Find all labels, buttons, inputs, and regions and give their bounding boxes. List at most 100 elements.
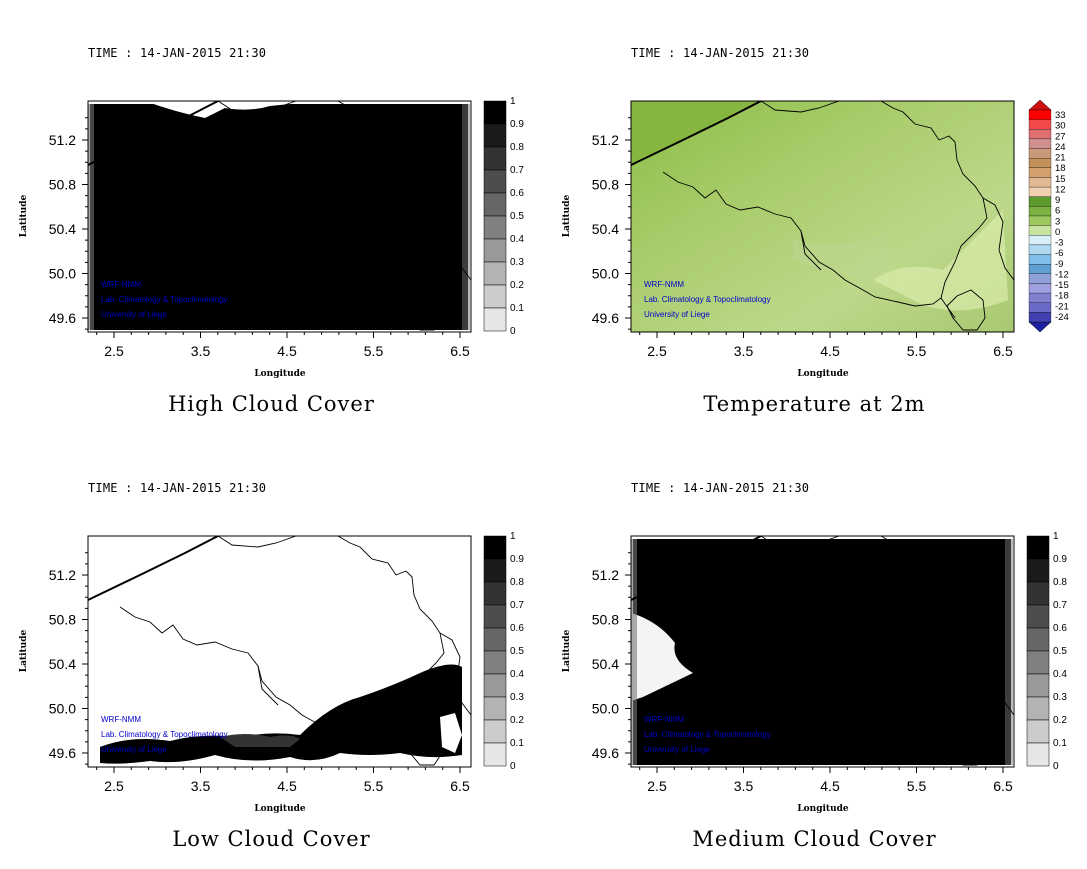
- colorbar-label: 0.7: [510, 165, 524, 176]
- colorbar-swatch: [1028, 292, 1052, 303]
- x-axis-label: Longitude: [254, 804, 306, 814]
- y-tick-label: 50.8: [592, 177, 619, 193]
- plot-frame: [630, 535, 1015, 768]
- x-tick-label: 3.5: [734, 778, 754, 794]
- colorbar-label: 0.8: [510, 577, 524, 588]
- field-layer: [631, 101, 1014, 332]
- panel-caption: Temperature at 2m: [703, 392, 926, 416]
- time-label: TIME : 14-JAN-2015 21:30: [631, 46, 810, 60]
- colorbar-label: -18: [1055, 291, 1069, 302]
- colorbar-label: -15: [1055, 280, 1069, 291]
- colorbar-label: 3: [1055, 216, 1060, 227]
- colorbar-label: 0.4: [510, 669, 524, 680]
- coastline: [631, 536, 762, 601]
- plot-frame: [87, 535, 472, 768]
- colorbar-swatch: [1028, 109, 1052, 120]
- y-axis-label: Latitude: [562, 195, 572, 238]
- colorbar-swatch: [483, 169, 507, 194]
- credit-text: WRF-NMM: [644, 280, 684, 289]
- field-layer: [631, 536, 1014, 766]
- colorbar-swatch: [1026, 742, 1050, 767]
- colorbar-label: 33: [1055, 110, 1066, 121]
- temperature-contour-area: [793, 235, 891, 280]
- field-edge: [462, 104, 470, 330]
- y-tick-label: 50.0: [49, 701, 76, 717]
- colorbar-swatch: [483, 673, 507, 698]
- border-line: [119, 536, 445, 742]
- border-line: [403, 289, 443, 331]
- colorbar-label: 0.1: [510, 303, 524, 314]
- cool-ardennes-area: [873, 210, 1008, 311]
- colorbar-label: 0: [1053, 761, 1059, 772]
- colorbar-swatch: [1026, 558, 1050, 583]
- cloud-field-area: [90, 104, 468, 330]
- colorbar-swatch: [1028, 196, 1052, 207]
- colorbar-label: 0: [1055, 227, 1060, 238]
- x-tick-label: 6.5: [450, 778, 470, 794]
- cloud-field-area: [633, 539, 1011, 765]
- colorbar-swatch: [483, 215, 507, 240]
- border-line: [982, 632, 1014, 716]
- border-line: [257, 665, 413, 754]
- x-tick-label: 4.5: [820, 343, 840, 359]
- panel-temperature: TIME : 14-JAN-2015 21:30 WRF-NMM Lab. Cli…: [543, 0, 1086, 434]
- x-tick-label: 3.5: [191, 343, 211, 359]
- coastline: [88, 536, 219, 601]
- colorbar-label: 0.2: [510, 715, 524, 726]
- x-axis-label: Longitude: [797, 369, 849, 379]
- y-axis-label: Latitude: [562, 630, 572, 673]
- credit-text: Lab. Climatology & Topoclimatology: [644, 295, 771, 304]
- y-tick-label: 50.8: [49, 177, 76, 193]
- colorbar-swatch: [1028, 158, 1052, 168]
- colorbar-swatch: [1028, 312, 1052, 323]
- credit-text: Lab. Climatology & Topoclimatology: [101, 295, 228, 304]
- border-line: [439, 632, 471, 716]
- colorbar-swatch: [483, 261, 507, 286]
- colorbar-swatch: [483, 627, 507, 652]
- y-tick-label: 50.4: [49, 656, 76, 672]
- x-tick-label: 6.5: [993, 778, 1013, 794]
- x-tick-label: 4.5: [277, 343, 297, 359]
- coastline: [88, 101, 219, 166]
- colorbar-label: 1: [1053, 531, 1059, 542]
- x-tick-label: 5.5: [907, 343, 927, 359]
- colorbar-label: 9: [1055, 195, 1060, 206]
- border-line: [946, 724, 986, 766]
- colorbar-swatch: [483, 696, 507, 721]
- colorbar-swatch: [1028, 206, 1052, 217]
- colorbar-swatch: [1028, 235, 1052, 246]
- x-tick-label: 2.5: [647, 343, 667, 359]
- colorbar-swatch: [1026, 673, 1050, 698]
- colorbar-label: 0.2: [1053, 715, 1067, 726]
- colorbar-label: 0.7: [510, 600, 524, 611]
- border-line: [217, 101, 297, 113]
- x-tick-label: 3.5: [734, 343, 754, 359]
- colorbar-label: 21: [1055, 153, 1066, 164]
- panel-caption: Low Cloud Cover: [172, 827, 371, 851]
- colorbar-label: 0.4: [510, 234, 524, 245]
- y-tick-label: 50.4: [49, 221, 76, 237]
- colorbar-label: 0.3: [510, 692, 524, 703]
- map-chart: WRF-NMM Lab. Climatology & Topoclimatolog…: [19, 96, 524, 379]
- colorbar-label: 0.4: [1053, 669, 1067, 680]
- colorbar-label: 12: [1055, 184, 1066, 195]
- border-line: [119, 101, 445, 307]
- clear-sky-area: [631, 613, 693, 701]
- y-tick-label: 49.6: [592, 310, 619, 326]
- y-axis-label: Latitude: [19, 195, 29, 238]
- x-tick-label: 2.5: [104, 343, 124, 359]
- colorbar-swatch: [1028, 273, 1052, 284]
- x-axis-label: Longitude: [254, 369, 306, 379]
- colorbar-swatch: [1026, 719, 1050, 744]
- colorbar-label: 0.3: [1053, 692, 1067, 703]
- border-line: [662, 536, 988, 742]
- colorbar-label: 0.6: [1053, 623, 1067, 634]
- colorbar-label: 0.9: [510, 119, 524, 130]
- colorbar-swatch: [1026, 696, 1050, 721]
- y-tick-label: 50.8: [592, 612, 619, 628]
- panel-caption: Medium Cloud Cover: [692, 827, 937, 851]
- colorbar-swatch: [1028, 167, 1052, 178]
- colorbar-swatch: [1028, 225, 1052, 236]
- colorbar-arrow-top: [1028, 99, 1052, 111]
- field-edge: [88, 104, 94, 330]
